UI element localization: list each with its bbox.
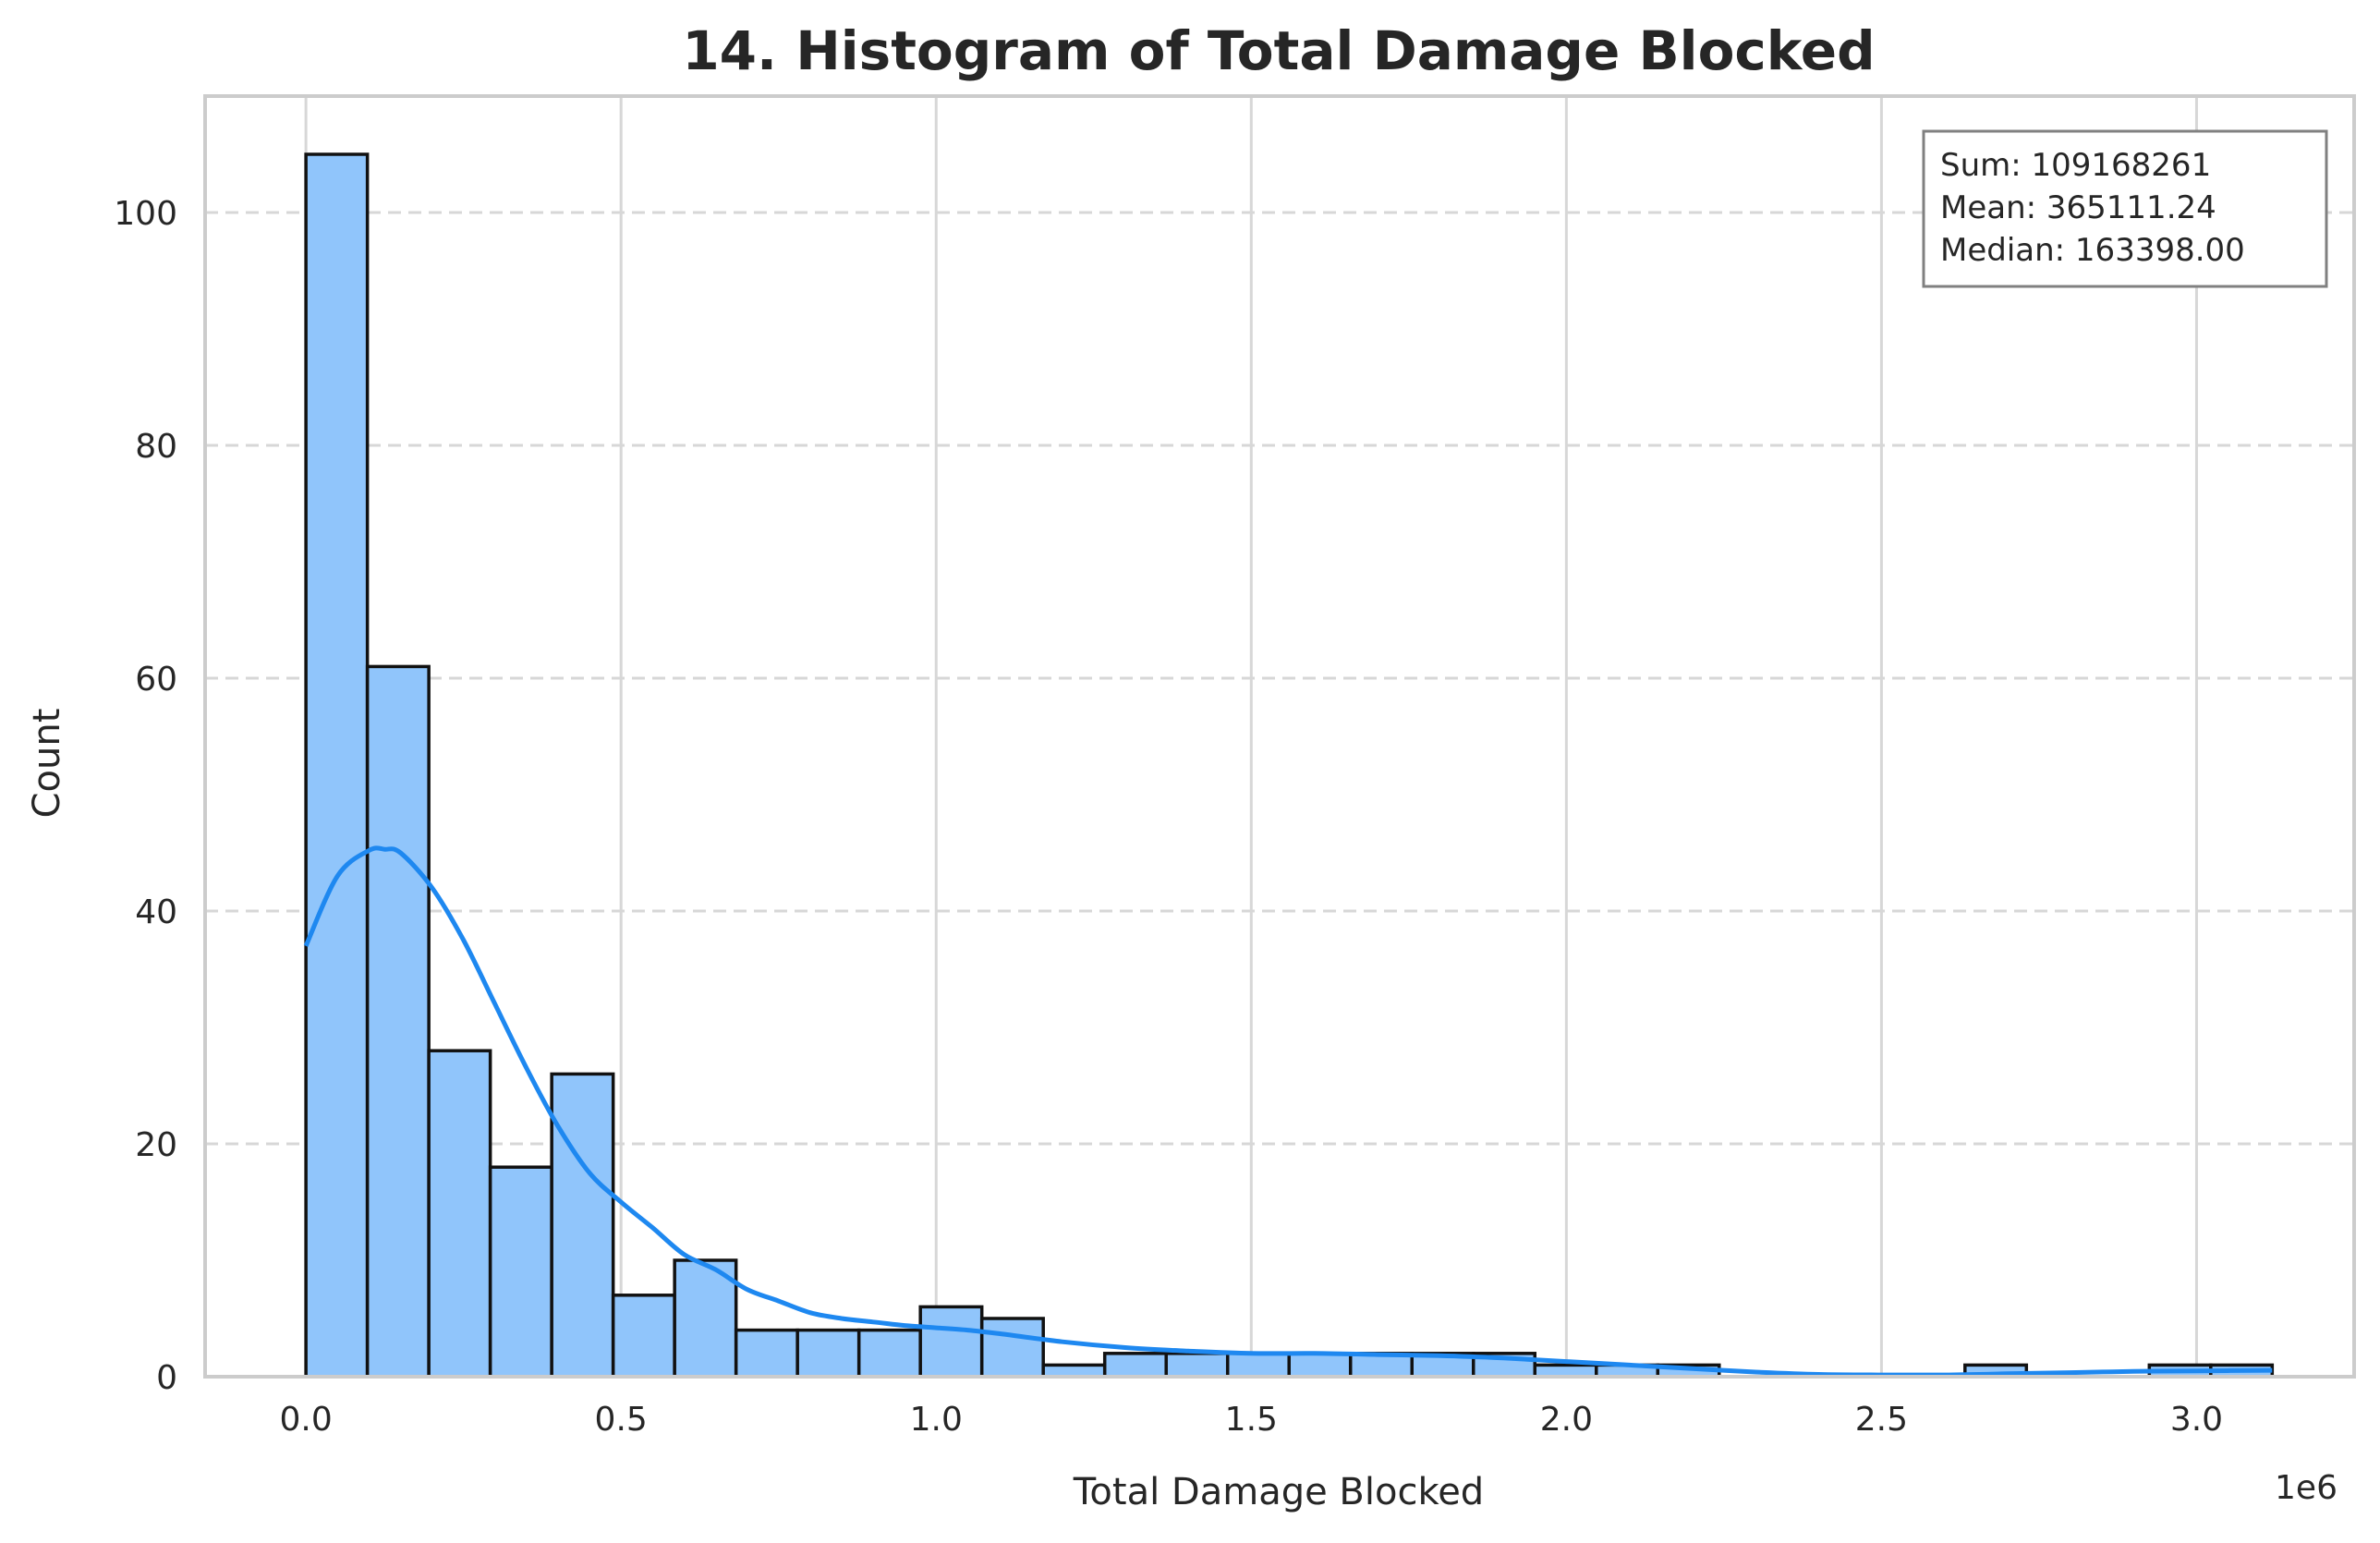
x-tick-label-5: 2.5: [1855, 1401, 1908, 1439]
y-axis-label: Count: [26, 709, 68, 819]
x-axis-offset-label: 1e6: [2275, 1469, 2338, 1507]
x-tick-label-2: 1.0: [910, 1401, 963, 1439]
x-tick-label-3: 1.5: [1225, 1401, 1278, 1439]
histogram-bar-7: [734, 1328, 799, 1379]
x-tick-label-6: 3.0: [2170, 1401, 2223, 1439]
histogram-bar-4: [550, 1072, 615, 1379]
histogram-bar-14: [1164, 1352, 1230, 1379]
x-axis-label: Total Damage Blocked: [1073, 1471, 1484, 1513]
histogram-bar-2: [427, 1049, 492, 1379]
y-axis-ticks: 0 20 40 60 80 100: [114, 195, 177, 1397]
chart-title: 14. Histogram of Total Damage Blocked: [682, 19, 1875, 82]
y-tick-label-0: 0: [156, 1359, 177, 1397]
kde-curve: [303, 845, 2273, 1378]
histogram-bar-8: [795, 1328, 861, 1379]
kde-curve-group: [303, 845, 2273, 1378]
histogram-bar-16: [1287, 1352, 1353, 1379]
stats-mean: Mean: 365111.24: [1940, 189, 2216, 226]
histogram-bar-13: [1102, 1352, 1168, 1379]
stats-box-frame: [1922, 129, 2328, 288]
stats-median: Median: 163398.00: [1940, 232, 2245, 269]
y-tick-label-3: 60: [135, 661, 177, 699]
histogram-bar-5: [611, 1294, 676, 1379]
x-tick-label-4: 2.0: [1540, 1401, 1593, 1439]
y-tick-label-5: 100: [114, 195, 177, 233]
x-axis-ticks: 0.0 0.5 1.0 1.5 2.0 2.5 3.0: [280, 1401, 2224, 1439]
stats-sum: Sum: 109168261: [1940, 147, 2211, 184]
y-tick-label-2: 40: [135, 893, 177, 931]
histogram-bar-9: [856, 1328, 922, 1379]
histogram-bar-10: [918, 1305, 984, 1379]
histogram-bar-6: [673, 1258, 738, 1379]
plot-frame: [203, 94, 2356, 1379]
y-tick-label-4: 80: [135, 428, 177, 466]
y-tick-label-1: 20: [135, 1126, 177, 1164]
histogram-bar-0: [304, 152, 370, 1379]
histogram-bar-15: [1225, 1352, 1291, 1379]
histogram-bar-11: [979, 1317, 1045, 1379]
stats-box: Sum: 109168261 Mean: 365111.24 Median: 1…: [1922, 129, 2328, 288]
x-tick-label-0: 0.0: [280, 1401, 333, 1439]
x-tick-label-1: 0.5: [595, 1401, 648, 1439]
histogram-bar-3: [488, 1165, 553, 1379]
histogram-bar-1: [365, 664, 431, 1379]
histogram-bars: [304, 152, 2275, 1379]
